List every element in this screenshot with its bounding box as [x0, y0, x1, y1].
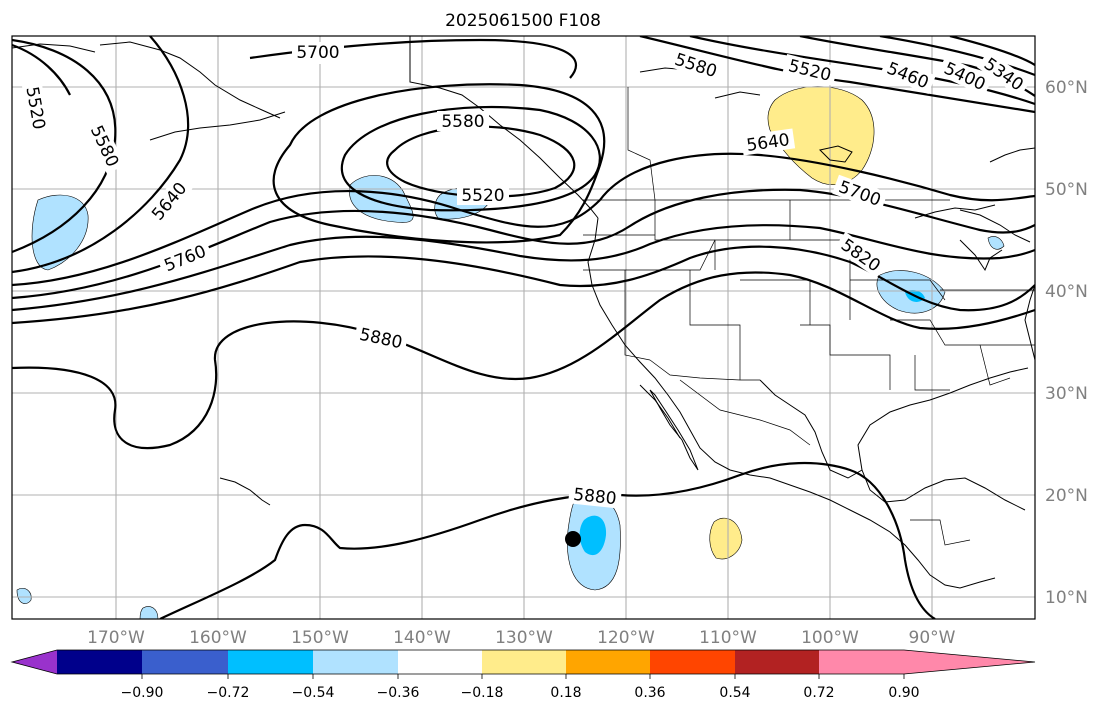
lat-tick-label: 20°N — [1045, 486, 1088, 506]
colorbar-tick-label: −0.90 — [121, 685, 164, 701]
colorbar-extend-high — [904, 650, 1035, 674]
lat-tick-label: 60°N — [1045, 78, 1088, 98]
colorbar-swatch — [142, 650, 228, 674]
negative-anomaly-area — [139, 606, 159, 619]
colorbar-swatch — [398, 650, 482, 674]
political-borders — [583, 87, 1035, 546]
colorbar-tick-label: −0.36 — [377, 685, 420, 701]
colorbar-tick-label: −0.18 — [461, 685, 504, 701]
colorbar-tick-label: 0.90 — [888, 685, 919, 701]
lon-tick-label: 100°W — [801, 628, 859, 648]
longitude-ticks: 170°W 160°W 150°W 140°W 130°W 120°W 110°… — [87, 628, 956, 648]
latitude-ticks: 60°N 50°N 40°N 30°N 20°N 10°N — [1045, 78, 1088, 608]
contour-label: 5880 — [572, 485, 617, 509]
map-panel: 5700 5580 5520 5460 5400 5340 5520 5580 … — [12, 36, 1035, 619]
colorbar-tick-label: 0.54 — [719, 685, 750, 701]
colorbar: −0.90 −0.72 −0.54 −0.36 −0.18 0.18 0.36 … — [10, 649, 1036, 701]
colorbar-swatch — [650, 650, 735, 674]
lon-tick-label: 110°W — [699, 628, 757, 648]
colorbar-tick-label: 0.18 — [550, 685, 581, 701]
colorbar-swatch — [566, 650, 650, 674]
lat-tick-label: 10°N — [1045, 588, 1088, 608]
lon-tick-label: 150°W — [291, 628, 349, 648]
height-contours — [12, 36, 1035, 619]
lon-tick-label: 160°W — [189, 628, 247, 648]
colorbar-tick-label: −0.72 — [207, 685, 250, 701]
location-marker — [565, 531, 581, 547]
gridlines — [12, 36, 1035, 619]
colorbar-tick-label: 0.36 — [634, 685, 665, 701]
colorbar-swatch — [228, 650, 313, 674]
colorbar-swatch — [57, 650, 142, 674]
negative-anomaly-area — [16, 588, 32, 604]
contour-label: 5520 — [461, 186, 504, 206]
negative-anomaly-area — [987, 236, 1005, 250]
lon-tick-label: 130°W — [495, 628, 553, 648]
lon-tick-label: 90°W — [909, 628, 956, 648]
positive-anomaly-area — [709, 517, 743, 560]
colorbar-swatch — [819, 650, 904, 674]
colorbar-swatch — [482, 650, 566, 674]
lat-tick-label: 40°N — [1045, 282, 1088, 302]
lon-tick-label: 120°W — [597, 628, 655, 648]
lon-tick-label: 140°W — [393, 628, 451, 648]
lon-tick-label: 170°W — [87, 628, 145, 648]
colorbar-extend-low — [12, 650, 57, 674]
map-frame — [11, 35, 1036, 620]
contour-label: 5580 — [441, 112, 484, 132]
negative-anomaly-area — [579, 515, 607, 556]
colorbar-swatch — [313, 650, 398, 674]
contour-label: 5700 — [296, 43, 339, 63]
lat-tick-label: 50°N — [1045, 180, 1088, 200]
colorbar-tick-label: −0.54 — [292, 685, 335, 701]
colorbar-tick-label: 0.72 — [803, 685, 834, 701]
map-title: 2025061500 F108 — [445, 11, 601, 31]
colorbar-swatch — [735, 650, 819, 674]
lat-tick-label: 30°N — [1045, 384, 1088, 404]
